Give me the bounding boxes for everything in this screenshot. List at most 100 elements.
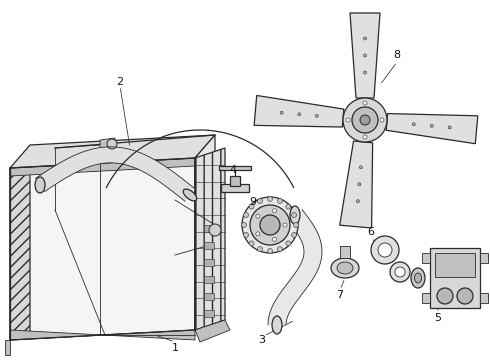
Circle shape	[378, 243, 392, 257]
Circle shape	[258, 247, 263, 252]
Polygon shape	[10, 158, 195, 340]
Polygon shape	[10, 158, 195, 176]
Circle shape	[412, 123, 416, 126]
Circle shape	[286, 241, 291, 246]
Polygon shape	[195, 135, 215, 330]
Circle shape	[358, 183, 361, 186]
Circle shape	[364, 71, 367, 74]
Ellipse shape	[183, 189, 196, 201]
Bar	[422, 293, 430, 303]
Circle shape	[250, 205, 290, 245]
Circle shape	[292, 212, 296, 217]
Polygon shape	[254, 95, 344, 127]
Polygon shape	[340, 141, 373, 228]
Circle shape	[364, 37, 367, 40]
Circle shape	[283, 223, 287, 227]
Circle shape	[437, 288, 453, 304]
Circle shape	[277, 247, 282, 252]
Bar	[204, 242, 214, 249]
Bar	[340, 246, 350, 258]
Bar	[204, 259, 214, 266]
Circle shape	[371, 236, 399, 264]
Circle shape	[244, 233, 248, 238]
Circle shape	[430, 124, 433, 127]
Circle shape	[258, 198, 263, 203]
Circle shape	[242, 222, 246, 228]
Circle shape	[249, 241, 254, 246]
Circle shape	[343, 98, 387, 142]
Ellipse shape	[290, 206, 300, 224]
Circle shape	[457, 288, 473, 304]
Circle shape	[277, 198, 282, 203]
Circle shape	[280, 111, 283, 114]
Circle shape	[380, 118, 384, 122]
Circle shape	[272, 209, 277, 213]
Text: 8: 8	[393, 50, 400, 60]
Circle shape	[244, 212, 248, 217]
Bar	[230, 176, 240, 186]
Polygon shape	[36, 147, 195, 201]
Polygon shape	[100, 138, 115, 152]
Text: 9: 9	[249, 197, 257, 207]
Circle shape	[292, 233, 296, 238]
Polygon shape	[221, 184, 249, 192]
Polygon shape	[350, 13, 380, 98]
Text: 6: 6	[368, 227, 374, 237]
Polygon shape	[195, 148, 225, 330]
Ellipse shape	[415, 273, 421, 283]
Circle shape	[395, 267, 405, 277]
Circle shape	[294, 222, 298, 228]
Text: 4: 4	[229, 165, 237, 175]
Circle shape	[359, 166, 363, 169]
Circle shape	[286, 204, 291, 209]
Bar	[480, 293, 488, 303]
Polygon shape	[386, 113, 478, 144]
Circle shape	[356, 200, 359, 203]
Circle shape	[298, 113, 301, 116]
Ellipse shape	[331, 258, 359, 278]
Circle shape	[242, 197, 298, 253]
Circle shape	[346, 118, 350, 122]
Bar	[480, 253, 488, 263]
Polygon shape	[195, 320, 230, 342]
Bar	[204, 310, 214, 317]
Bar	[204, 293, 214, 300]
Circle shape	[363, 135, 367, 139]
Bar	[422, 253, 430, 263]
Ellipse shape	[272, 316, 282, 334]
Circle shape	[360, 115, 370, 125]
Circle shape	[107, 139, 117, 149]
Text: 5: 5	[435, 313, 441, 323]
Text: 7: 7	[337, 290, 343, 300]
Circle shape	[249, 204, 254, 209]
Bar	[204, 225, 214, 232]
Text: 2: 2	[117, 77, 123, 87]
Bar	[204, 276, 214, 283]
Circle shape	[448, 126, 451, 129]
Circle shape	[352, 107, 378, 133]
Polygon shape	[430, 248, 480, 308]
Circle shape	[256, 232, 260, 236]
Polygon shape	[10, 135, 215, 168]
Circle shape	[364, 54, 367, 57]
Circle shape	[256, 214, 260, 218]
Text: 1: 1	[172, 343, 178, 353]
Ellipse shape	[411, 268, 425, 288]
Polygon shape	[10, 163, 30, 340]
Circle shape	[209, 224, 221, 236]
Polygon shape	[5, 340, 10, 355]
Bar	[435, 253, 475, 277]
Polygon shape	[10, 330, 195, 340]
Circle shape	[390, 262, 410, 282]
Circle shape	[363, 101, 367, 105]
Circle shape	[260, 215, 280, 235]
Ellipse shape	[337, 262, 353, 274]
Text: 3: 3	[259, 335, 266, 345]
Circle shape	[268, 248, 272, 253]
Circle shape	[315, 114, 318, 117]
Polygon shape	[268, 210, 322, 325]
Circle shape	[268, 197, 272, 202]
Circle shape	[272, 237, 277, 241]
Polygon shape	[219, 166, 251, 170]
Ellipse shape	[35, 177, 45, 193]
